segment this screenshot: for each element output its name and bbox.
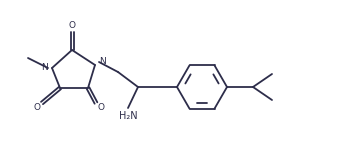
- Text: H₂N: H₂N: [119, 111, 137, 121]
- Text: N: N: [41, 63, 48, 73]
- Text: N: N: [99, 58, 106, 66]
- Text: O: O: [98, 104, 105, 113]
- Text: O: O: [33, 104, 40, 113]
- Text: O: O: [69, 21, 76, 31]
